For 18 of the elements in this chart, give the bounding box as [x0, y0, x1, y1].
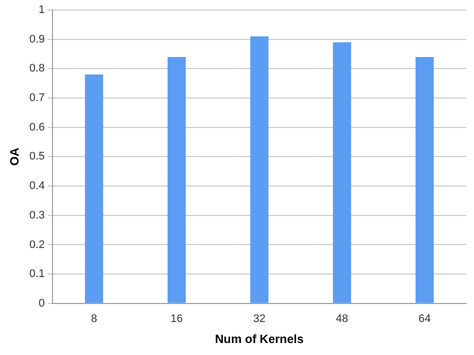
x-tick-label: 8	[90, 313, 98, 326]
y-axis-title: OA	[8, 147, 22, 166]
y-tick-label: 1	[38, 4, 45, 16]
y-tick-label: 0.4	[29, 180, 45, 192]
y-tick-label: 0.3	[29, 209, 45, 222]
y-tick-label: 0.5	[29, 150, 45, 163]
y-tick-label: 0.7	[29, 92, 45, 104]
y-tick-label: 0.6	[29, 121, 45, 134]
x-tick-label: 32	[253, 313, 266, 326]
x-tick-label: 16	[170, 313, 183, 326]
y-tick-label: 0	[38, 297, 45, 310]
x-tick-label: 64	[418, 313, 431, 326]
y-tick-label: 0.2	[29, 238, 45, 251]
y-tick-label: 0.9	[29, 33, 45, 46]
y-tick-label: 0.1	[29, 268, 45, 280]
x-tick-label: 48	[336, 313, 348, 326]
x-axis-title: Num of Kernels	[215, 332, 304, 346]
y-tick-label: 0.8	[29, 62, 45, 75]
